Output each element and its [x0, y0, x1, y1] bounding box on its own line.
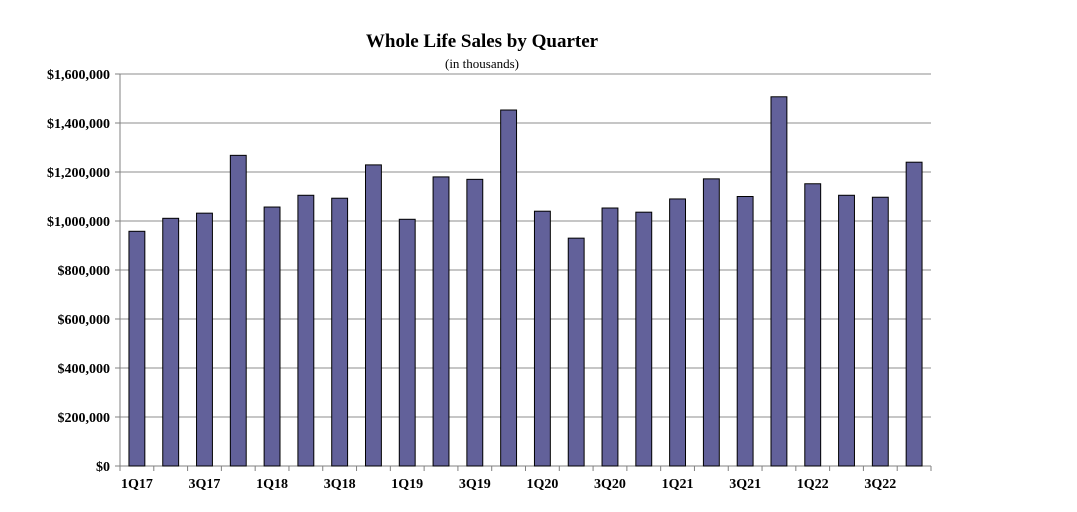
y-tick-label: $0: [96, 460, 110, 475]
y-tick-label: $200,000: [58, 411, 111, 426]
x-tick-label: 1Q21: [662, 477, 694, 492]
x-tick-label: 1Q18: [256, 477, 288, 492]
y-tick-label: $1,000,000: [47, 215, 110, 230]
chart-subtitle: (in thousands): [444, 56, 520, 71]
bar: [128, 230, 146, 467]
bar: [364, 164, 382, 467]
x-tick-label: 1Q22: [797, 477, 829, 492]
bar: [838, 194, 855, 467]
x-tick-label: 3Q18: [324, 477, 356, 492]
bar: [533, 210, 551, 467]
x-tick-label: 3Q17: [189, 477, 221, 492]
x-tick-label: 3Q20: [594, 477, 626, 492]
bar: [432, 176, 450, 467]
bar: [500, 109, 518, 467]
bar: [669, 198, 687, 467]
bar: [736, 196, 754, 467]
y-tick-label: $600,000: [58, 313, 111, 328]
y-tick-label: $800,000: [58, 264, 111, 279]
bar: [804, 183, 822, 467]
bar: [635, 211, 653, 467]
bar: [263, 206, 281, 467]
x-tick-label: 1Q19: [391, 477, 423, 492]
bar: [702, 178, 720, 467]
x-tick-label: 3Q22: [864, 477, 896, 492]
bar: [297, 194, 315, 467]
y-tick-label: $1,600,000: [47, 68, 110, 83]
x-tick-label: 3Q19: [459, 477, 491, 492]
bar: [905, 161, 923, 467]
y-tick-label: $400,000: [58, 362, 111, 377]
bar: [162, 217, 180, 467]
bar: [196, 212, 213, 467]
bar: [770, 96, 788, 467]
bar: [601, 207, 619, 467]
x-tick-label: 1Q17: [121, 477, 153, 492]
bar: [331, 197, 349, 467]
x-tick-label: 3Q21: [729, 477, 761, 492]
y-tick-label: $1,200,000: [47, 166, 110, 181]
x-tick-label: 1Q20: [526, 477, 558, 492]
bar: [871, 196, 889, 467]
bar: [398, 218, 416, 467]
chart-title: Whole Life Sales by Quarter: [365, 31, 599, 52]
bar: [229, 154, 247, 467]
y-tick-label: $1,400,000: [47, 117, 110, 132]
bar: [466, 178, 484, 467]
bar: [567, 237, 585, 467]
